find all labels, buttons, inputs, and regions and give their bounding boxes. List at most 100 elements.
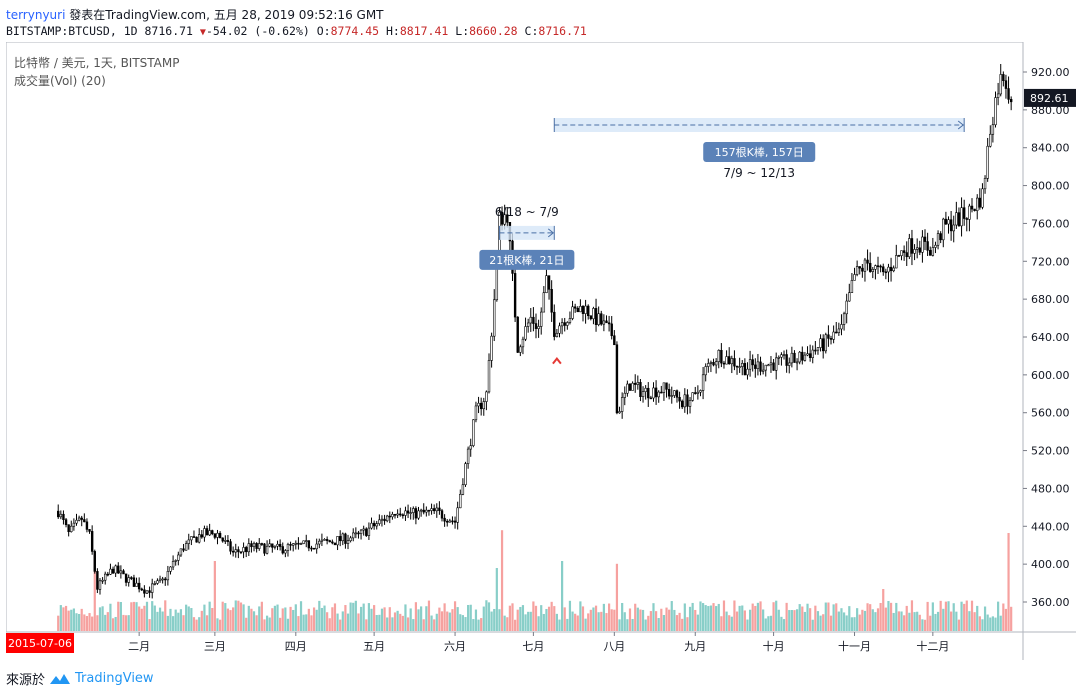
volume-bar — [965, 600, 968, 631]
volume-bar — [832, 604, 835, 631]
candle-body — [1004, 80, 1008, 89]
volume-bar — [563, 607, 566, 631]
candle-body — [620, 397, 624, 412]
y-tick-label: 360.00 — [1031, 596, 1070, 609]
volume-bar — [409, 608, 412, 631]
start-date-badge: 2015-07-06 — [6, 633, 74, 653]
volume-bar — [795, 609, 799, 631]
volume-bar — [608, 603, 611, 631]
candle-body — [592, 308, 595, 320]
volume-bar — [359, 606, 363, 631]
candle-body — [479, 402, 483, 410]
volume-bar — [412, 619, 415, 631]
candle-body — [730, 358, 734, 365]
candle-body — [821, 338, 825, 352]
measure-range-label: 6/18 ~ 7/9 — [495, 205, 559, 219]
volume-bar — [190, 608, 193, 631]
candle-body — [192, 536, 196, 538]
candle-body — [312, 547, 316, 550]
candle-body — [581, 305, 585, 314]
candle-body — [294, 542, 298, 545]
candle-body — [767, 364, 770, 367]
candle-body — [657, 391, 660, 398]
candle-body — [161, 578, 164, 581]
volume-bar — [111, 618, 115, 631]
volume-bar — [427, 600, 431, 631]
volume-bar — [725, 611, 728, 631]
candle-body — [250, 543, 253, 548]
volume-bar — [352, 602, 355, 631]
candle-body — [472, 419, 475, 446]
candle-body — [605, 320, 608, 324]
tradingview-brand[interactable]: TradingView — [75, 671, 154, 686]
volume-bar — [117, 601, 120, 631]
candle-body — [900, 250, 903, 256]
volume-bar — [874, 612, 877, 631]
volume-bar — [668, 609, 671, 631]
candle-body — [1007, 88, 1010, 100]
candle-body — [268, 543, 271, 547]
volume-bar — [537, 616, 540, 631]
volume-bar — [446, 611, 449, 631]
candle-body — [829, 338, 833, 340]
candle-body — [686, 394, 689, 407]
candle-body — [704, 366, 707, 376]
candle-body — [866, 259, 869, 264]
author-link[interactable]: terrynyuri — [6, 8, 66, 22]
volume-bar — [842, 612, 846, 631]
candle-body — [845, 300, 848, 315]
month-label: 十一月 — [838, 639, 871, 653]
candle-body — [978, 197, 982, 208]
volume-bar — [72, 608, 75, 631]
candle-body — [861, 267, 864, 272]
price-chart[interactable]: 360.00 400.00 440.00 480.00 520.00 560.00 600.… — [6, 42, 1076, 660]
volume-bar — [433, 619, 436, 631]
volume-bar — [312, 607, 316, 631]
volume-bar — [315, 609, 318, 631]
candle-body — [156, 580, 159, 584]
volume-bar — [944, 601, 947, 631]
volume-bar — [420, 606, 423, 631]
volume-bar — [950, 611, 953, 631]
low-value: 8660.28 — [469, 24, 518, 38]
month-label: 五月 — [363, 640, 385, 653]
candle-body — [388, 515, 391, 518]
candle-body — [370, 522, 373, 529]
volume-bar — [469, 604, 472, 631]
volume-bar — [333, 603, 337, 631]
y-tick-label: 480.00 — [1031, 482, 1070, 495]
volume-bar — [365, 619, 368, 631]
volume-bar — [923, 619, 927, 631]
volume-bar — [688, 606, 692, 631]
y-tick-label: 880.00 — [1031, 104, 1070, 117]
volume-bar — [644, 619, 647, 631]
measure-annotation[interactable]: 21根K棒, 21日 6/18 ~ 7/9 — [479, 205, 575, 270]
candle-body — [516, 316, 519, 353]
volume-bar — [819, 615, 822, 631]
candle-body — [777, 356, 781, 359]
candle-body — [247, 543, 251, 553]
candle-body — [446, 520, 449, 523]
candle-body — [720, 349, 723, 364]
candle-body — [422, 509, 425, 513]
volume-bar — [260, 601, 263, 631]
candle-body — [106, 573, 110, 576]
volume-bar — [913, 612, 916, 631]
candle-body — [404, 510, 407, 516]
candle-body — [955, 212, 958, 226]
volume-bar — [221, 601, 224, 631]
volume-bar — [519, 606, 522, 631]
candle-body — [793, 352, 796, 363]
candle-body — [203, 528, 206, 538]
candle-body — [80, 517, 83, 520]
volume-bar — [720, 616, 723, 631]
candle-body — [396, 513, 399, 516]
candle-body — [876, 265, 880, 267]
candle-body — [281, 546, 284, 554]
candle-body — [989, 133, 992, 147]
volume-bar — [576, 615, 579, 631]
measure-annotation[interactable]: 157根K棒, 157日 7/9 ~ 12/13 — [553, 118, 965, 180]
signal-marker-icon — [552, 357, 562, 365]
month-label: 三月 — [204, 640, 226, 653]
volume-bar — [835, 603, 838, 631]
